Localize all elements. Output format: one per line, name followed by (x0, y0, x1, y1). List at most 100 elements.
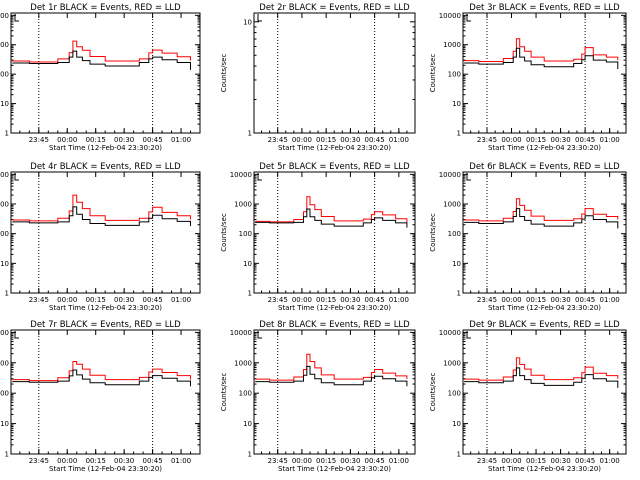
y-tick-label: 100 (0, 230, 9, 238)
y-tick-label: 1000 (234, 201, 252, 209)
y-tick-label: 1 (248, 451, 252, 459)
x-tick-label: 00:00 (501, 136, 521, 144)
x-tick-label: 00:15 (86, 296, 106, 304)
x-tick-label: 00:15 (86, 136, 106, 144)
panel-title: Det 8r BLACK = Events, RED = LLD (259, 320, 410, 330)
x-tick-label: 00:00 (292, 457, 312, 465)
x-tick-label: 00:45 (575, 457, 595, 465)
y-tick-label: 100 (448, 390, 461, 398)
panel-5: Det 5r BLACK = Events, RED = LLD 1 10 100 10… (220, 162, 416, 312)
y-tick-label: 10 (0, 260, 9, 268)
panel-4: Det 4r BLACK = Events, RED = LLD 1 10 100 10… (0, 162, 201, 312)
x-tick-label: 00:00 (57, 296, 77, 304)
events-series-line (255, 365, 408, 387)
x-tick-label: 00:45 (142, 136, 162, 144)
x-tick-label: 00:15 (86, 457, 106, 465)
lld-series-line (464, 38, 619, 62)
y-tick-label: 1000 (443, 359, 461, 367)
x-tick-label: 23:45 (268, 136, 288, 144)
panel-title: Det 5r BLACK = Events, RED = LLD (259, 162, 410, 172)
plot-frame (10, 171, 201, 294)
events-series-line (12, 50, 191, 70)
events-series-line (12, 206, 191, 227)
y-tick-label: 10 (452, 100, 461, 108)
y-axis-label: Counts/sec (220, 213, 228, 252)
y-tick-label: 100 (448, 71, 461, 79)
y-tick-label: 10 (243, 420, 252, 428)
x-tick-label: 00:30 (550, 296, 570, 304)
x-tick-label: 00:45 (142, 457, 162, 465)
corner-marker (14, 331, 19, 339)
panel-title: Det 4r BLACK = Events, RED = LLD (30, 162, 181, 172)
x-tick-label: 23:45 (477, 136, 497, 144)
x-tick-label: 00:30 (114, 457, 134, 465)
x-axis-label: Start Time (12-Feb-04 23:30:20) (49, 144, 162, 152)
lld-series-line (464, 198, 619, 222)
y-tick-label: 10 (452, 260, 461, 268)
y-tick-label: 1000 (0, 359, 9, 367)
events-series-line (464, 208, 619, 229)
x-tick-label: 23:45 (29, 457, 49, 465)
y-tick-label: 1000 (0, 201, 9, 209)
events-series-line (12, 369, 191, 387)
x-tick-label: 00:30 (550, 136, 570, 144)
x-tick-label: 00:00 (292, 296, 312, 304)
panel-6: Det 6r BLACK = Events, RED = LLD 1 10 100 10… (429, 162, 627, 312)
x-tick-label: 00:30 (340, 457, 360, 465)
y-tick-label: 10000 (439, 329, 461, 337)
x-tick-label: 01:00 (171, 136, 191, 144)
y-axis-label: Counts/sec (429, 54, 437, 93)
x-tick-label: 00:45 (575, 136, 595, 144)
x-axis-label: Start Time (12-Feb-04 23:30:20) (49, 304, 162, 312)
y-tick-label: 100 (239, 390, 252, 398)
events-series-line (464, 47, 619, 69)
y-tick-label: 1000 (0, 41, 9, 49)
events-series-line (464, 367, 619, 388)
x-axis-label: Start Time (12-Feb-04 23:30:20) (488, 465, 601, 473)
y-tick-label: 10 (452, 420, 461, 428)
panel-title: Det 6r BLACK = Events, RED = LLD (469, 162, 620, 172)
x-axis-label: Start Time (12-Feb-04 23:30:20) (488, 304, 601, 312)
y-tick-label: 1 (5, 290, 9, 298)
panel-9: Det 9r BLACK = Events, RED = LLD 1 10 100 10… (429, 320, 627, 473)
y-tick-label: 1 (248, 290, 252, 298)
x-tick-label: 00:30 (550, 457, 570, 465)
x-tick-label: 00:30 (114, 296, 134, 304)
x-axis-label: Start Time (12-Feb-04 23:30:20) (488, 144, 601, 152)
x-tick-label: 01:00 (389, 296, 409, 304)
x-tick-label: 23:45 (29, 296, 49, 304)
panel-title: Det 1r BLACK = Events, RED = LLD (30, 3, 181, 13)
x-tick-label: 00:45 (575, 296, 595, 304)
panel-8: Det 8r BLACK = Events, RED = LLD 1 10 100 10… (220, 320, 416, 473)
x-tick-label: 00:15 (526, 136, 546, 144)
corner-marker (257, 14, 262, 22)
y-tick-label: 1 (5, 130, 9, 138)
y-axis-label: Counts/sec (220, 54, 228, 93)
corner-marker (257, 331, 262, 339)
x-tick-label: 23:45 (268, 457, 288, 465)
y-tick-label: 1 (248, 130, 252, 138)
y-tick-label: 1 (457, 290, 461, 298)
panel-title: Det 9r BLACK = Events, RED = LLD (469, 320, 620, 330)
lld-series-line (464, 357, 619, 381)
x-axis-label: Start Time (12-Feb-04 23:30:20) (278, 144, 391, 152)
y-tick-label: 100 (239, 230, 252, 238)
panel-title: Det 2r BLACK = Events, RED = LLD (259, 3, 410, 13)
lld-series-line (12, 361, 191, 382)
y-tick-label: 1 (457, 130, 461, 138)
y-tick-label: 100 (0, 71, 9, 79)
x-tick-label: 01:00 (171, 457, 191, 465)
y-axis-label: Counts/sec (429, 213, 437, 252)
x-tick-label: 00:30 (340, 136, 360, 144)
y-tick-label: 1 (457, 451, 461, 459)
x-tick-label: 00:30 (340, 296, 360, 304)
x-tick-label: 00:00 (501, 296, 521, 304)
lld-series-line (255, 196, 408, 223)
x-tick-label: 00:45 (365, 457, 385, 465)
corner-marker (257, 173, 262, 181)
x-tick-label: 01:00 (600, 296, 620, 304)
y-tick-label: 10000 (230, 329, 252, 337)
panel-3: Det 3r BLACK = Events, RED = LLD 1 10 100 10… (429, 3, 627, 152)
corner-marker (466, 14, 471, 22)
